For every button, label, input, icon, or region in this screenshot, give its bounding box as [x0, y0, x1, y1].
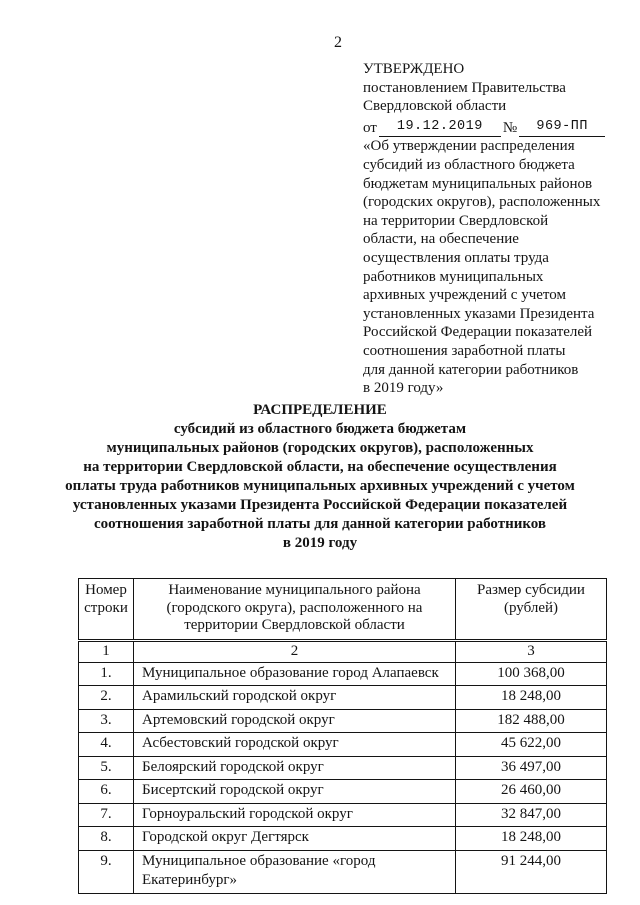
municipality-name: Арамильский городской округ: [133, 685, 456, 710]
title-line: субсидий из областного бюджета бюджетам: [173, 421, 467, 437]
title-line: установленных указами Президента Российс…: [72, 497, 568, 513]
subsidy-table-wrapper: Номер строки Наименование муниципального…: [78, 578, 607, 894]
title-line: оплаты труда работников муниципальных ар…: [65, 478, 575, 494]
title-line: на территории Свердловской области, на о…: [83, 459, 557, 475]
approval-quote-line: бюджетам муниципальных районов: [363, 175, 593, 192]
column-number: 2: [133, 638, 456, 663]
page-number: 2: [334, 34, 342, 51]
approval-quote-line: осуществления оплаты труда: [363, 249, 549, 266]
row-number: 7.: [78, 802, 134, 827]
title-line: в 2019 году: [282, 535, 358, 551]
row-number: 3.: [78, 708, 134, 733]
table-row: 5. Белоярский городской округ 36 497,00: [78, 755, 607, 780]
municipality-name: Артемовский городской округ: [133, 708, 456, 733]
approval-quote-line: работников муниципальных: [363, 268, 544, 285]
date-prefix: от: [363, 119, 377, 136]
subsidy-amount: 32 847,00: [455, 802, 607, 827]
approval-quote-line: (городских округов), расположенных: [363, 194, 601, 211]
column-number: 1: [78, 638, 134, 663]
table-row: 4. Асбестовский городской округ 45 622,0…: [78, 732, 607, 757]
subsidy-amount: 18 248,00: [455, 826, 607, 851]
column-number-row: 1 2 3: [78, 638, 607, 663]
approval-block: УТВЕРЖДЕНО постановлением Правительства …: [363, 60, 617, 398]
title-line: соотношения заработной платы для данной …: [93, 516, 547, 532]
approval-by-line-2: Свердловской области: [363, 98, 507, 115]
title-line: РАСПРЕДЕЛЕНИЕ: [253, 402, 387, 418]
municipality-name: Горноуральский городской округ: [133, 802, 456, 827]
table-row: 6. Бисертский городской округ 26 460,00: [78, 779, 607, 804]
approved-label: УТВЕРЖДЕНО: [363, 61, 465, 77]
number-sign: №: [502, 119, 518, 136]
approval-quote-line: соотношения заработной платы: [363, 342, 566, 359]
row-number: 2.: [78, 685, 134, 710]
subsidy-amount: 18 248,00: [455, 685, 607, 710]
approval-date: 19.12.2019: [396, 118, 483, 134]
approval-quote-line: в 2019 году»: [363, 380, 444, 397]
municipality-name: Муниципальное образование «город Екатери…: [133, 849, 456, 894]
table-row: 3. Артемовский городской округ 182 488,0…: [78, 708, 607, 733]
municipality-name: Бисертский городской округ: [133, 779, 456, 804]
title-line: муниципальных районов (городских округов…: [106, 440, 534, 456]
table-header-row: Номер строки Наименование муниципального…: [78, 578, 607, 641]
approval-quote-line: на территории Свердловской: [363, 212, 549, 229]
municipality-name: Городской округ Дегтярск: [133, 826, 456, 851]
subsidy-amount: 45 622,00: [455, 732, 607, 757]
approval-quote-line: области, на обеспечение: [363, 231, 519, 248]
row-number: 5.: [78, 755, 134, 780]
table-row: 1. Муниципальное образование город Алапа…: [78, 661, 607, 686]
subsidy-amount: 26 460,00: [455, 779, 607, 804]
approval-quote-line: архивных учреждений с учетом: [363, 287, 566, 304]
row-number: 1.: [78, 661, 134, 686]
date-underline: 19.12.2019: [378, 116, 501, 138]
document-title: РАСПРЕДЕЛЕНИЕ субсидий из областного бюд…: [22, 401, 618, 553]
subsidy-amount: 36 497,00: [455, 755, 607, 780]
row-number: 6.: [78, 779, 134, 804]
approval-quote-line: «Об утверждении распределения: [363, 138, 575, 155]
column-number: 3: [455, 638, 607, 663]
row-number: 4.: [78, 732, 134, 757]
approval-quote-line: субсидий из областного бюджета: [363, 156, 575, 173]
row-number: 9.: [78, 849, 134, 894]
approval-by-line-1: постановлением Правительства: [363, 79, 566, 96]
approval-date-line: от 19.12.2019 № 969-ПП: [363, 116, 617, 138]
col-header-row-number: Номер строки: [78, 578, 134, 641]
subsidy-amount: 91 244,00: [455, 849, 607, 894]
approval-doc-number: 969-ПП: [536, 118, 588, 134]
row-number: 8.: [78, 826, 134, 851]
table-row: 9. Муниципальное образование «город Екат…: [78, 849, 607, 894]
subsidy-table: Номер строки Наименование муниципального…: [78, 578, 607, 894]
number-underline: 969-ПП: [519, 116, 606, 138]
approval-quote-line: Российской Федерации показателей: [363, 324, 593, 341]
subsidy-amount: 182 488,00: [455, 708, 607, 733]
col-header-municipality: Наименование муниципального района (горо…: [133, 578, 456, 641]
subsidy-amount: 100 368,00: [455, 661, 607, 686]
table-row: 7. Горноуральский городской округ 32 847…: [78, 802, 607, 827]
approval-quote-line: для данной категории работников: [363, 361, 579, 378]
municipality-name: Белоярский городской округ: [133, 755, 456, 780]
municipality-name: Муниципальное образование город Алапаевс…: [133, 661, 456, 686]
table-row: 2. Арамильский городской округ 18 248,00: [78, 685, 607, 710]
municipality-name: Асбестовский городской округ: [133, 732, 456, 757]
table-row: 8. Городской округ Дегтярск 18 248,00: [78, 826, 607, 851]
approval-quote-line: установленных указами Президента: [363, 305, 595, 322]
col-header-amount: Размер субсидии (рублей): [455, 578, 607, 641]
